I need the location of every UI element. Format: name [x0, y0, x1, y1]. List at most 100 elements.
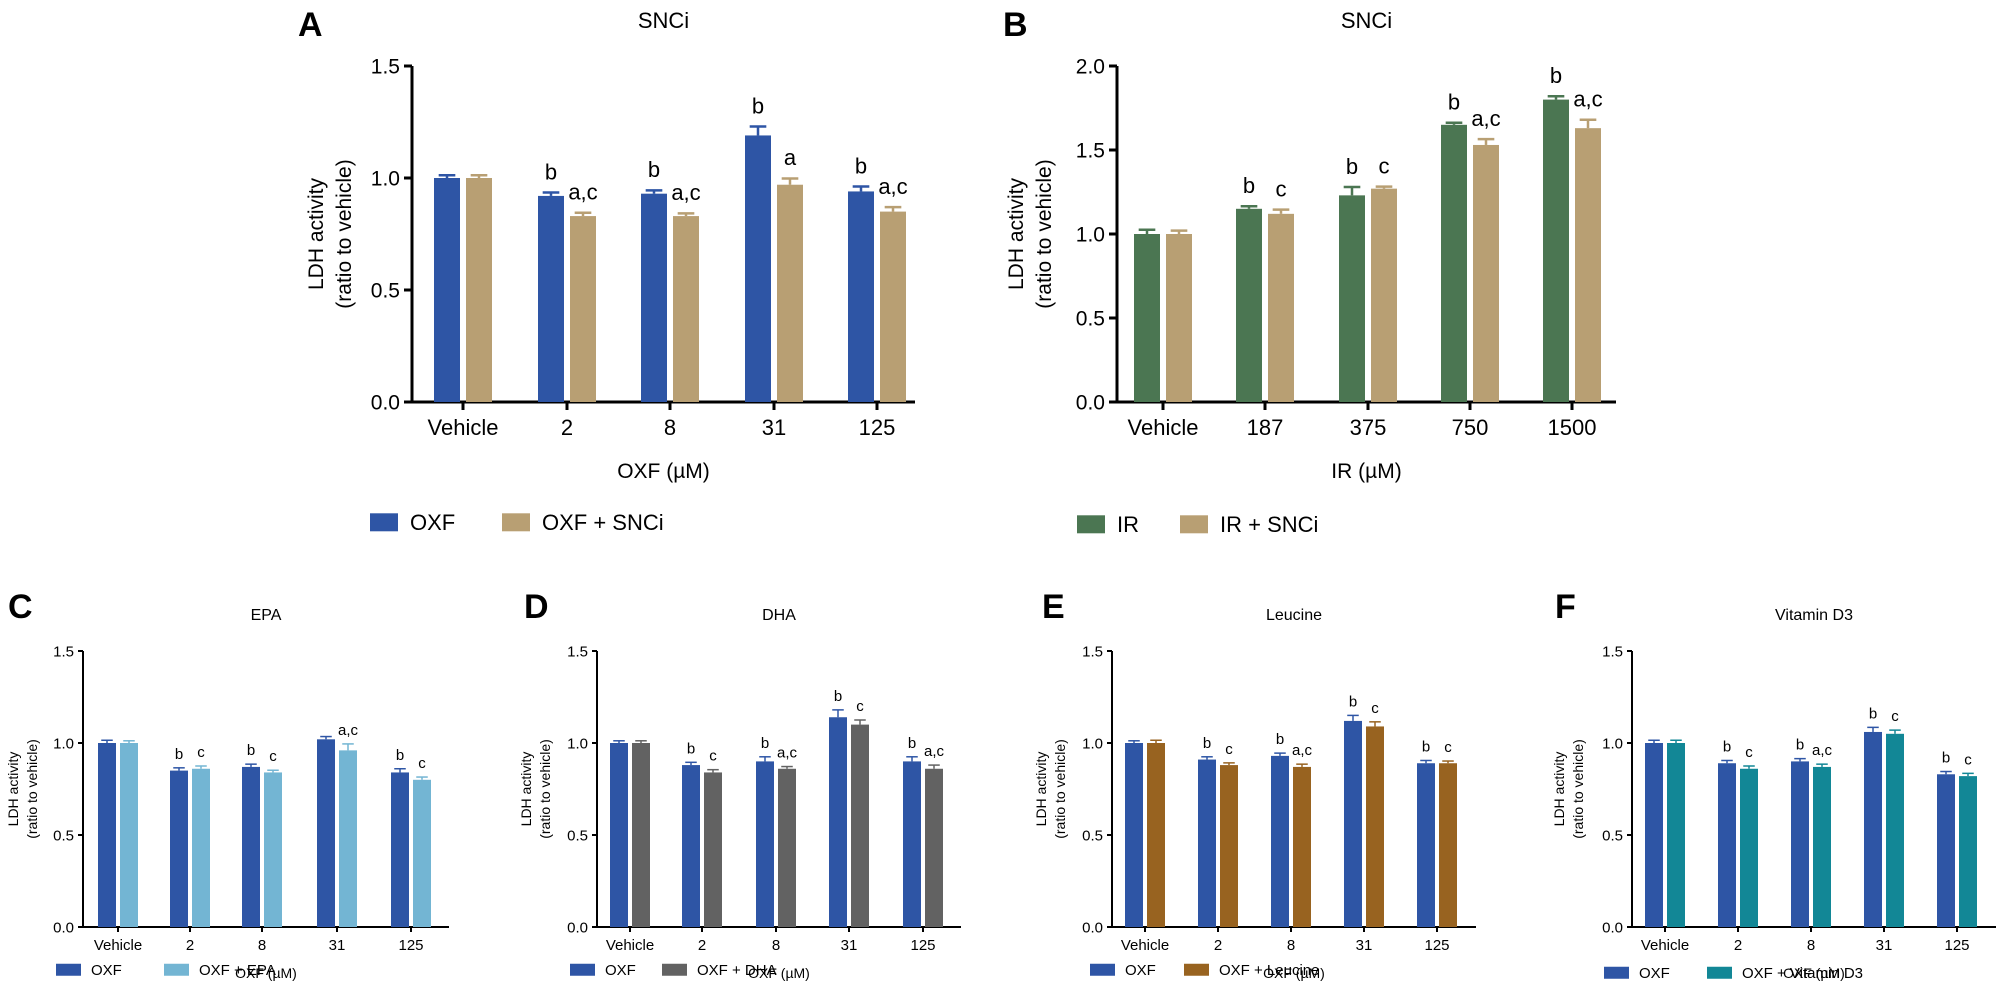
bar-series1 [745, 135, 771, 402]
error-bar [645, 189, 663, 194]
legend-swatch [1707, 966, 1732, 979]
chart-panel-b: B SNCi 0.0 0.5 1.0 1.5 2.0 LDH activity (ratio t… [1003, 6, 1616, 537]
significance-label: b [752, 93, 764, 118]
y-tick-label: 0.0 [1602, 919, 1623, 936]
y-tick-label: 0.0 [53, 919, 74, 936]
y-tick-label: 1.0 [1602, 735, 1623, 752]
bar-series1 [756, 761, 774, 927]
y-axis-title: LDH activity [1033, 752, 1049, 827]
y-axis-title: LDH activity [305, 177, 328, 290]
legend-swatch [1184, 963, 1209, 976]
bar-series2 [1268, 213, 1294, 402]
x-tick-label: 8 [664, 415, 676, 440]
x-tick-label: 2 [1734, 937, 1742, 954]
error-bar [394, 768, 406, 773]
error-bar [542, 191, 560, 196]
error-bar [749, 125, 767, 136]
panel-letter: A [298, 6, 323, 44]
y-tick-label: 2.0 [1076, 55, 1105, 78]
error-bar [123, 740, 135, 743]
significance-label: c [1371, 700, 1379, 717]
x-tick-label: 31 [1876, 937, 1893, 954]
legend-swatch [1180, 515, 1208, 534]
legend-label: OXF + Leucine [1219, 962, 1319, 979]
chart-title: EPA [251, 607, 282, 624]
bar-series1 [1344, 720, 1362, 927]
error-bar [781, 765, 793, 769]
x-tick-label: 187 [1247, 415, 1284, 440]
significance-label: c [1225, 741, 1233, 758]
bar-series2 [1813, 766, 1831, 927]
bar-series2 [1439, 763, 1457, 927]
error-bar [416, 776, 428, 780]
x-tick-label: 125 [910, 937, 935, 954]
legend-label: OXF + Vitamin D3 [1742, 965, 1863, 982]
significance-label: b [855, 153, 867, 178]
bar-series2 [1147, 743, 1165, 927]
significance-label: b [687, 740, 695, 757]
error-bar [1721, 759, 1733, 764]
bar-series2 [1371, 188, 1397, 402]
bar-series1 [903, 761, 921, 927]
y-tick-label: 0.5 [1602, 827, 1623, 844]
x-tick-label: 125 [398, 937, 423, 954]
x-tick-label: 2 [1214, 937, 1222, 954]
error-bar [1369, 721, 1381, 727]
bar-series1 [1543, 99, 1569, 402]
chart-title: Leucine [1266, 607, 1322, 624]
error-bar [1274, 752, 1286, 756]
legend-swatch [662, 963, 687, 976]
chart-title: Vitamin D3 [1775, 607, 1853, 624]
significance-label: b [761, 735, 769, 752]
significance-label: b [1276, 731, 1284, 748]
error-bar [854, 719, 866, 725]
legend-swatch [370, 513, 398, 532]
error-bar [906, 756, 918, 762]
significance-label: b [1243, 173, 1255, 198]
bar-series2 [851, 724, 869, 927]
significance-label: a,c [1812, 742, 1833, 759]
bar-series1 [434, 178, 460, 402]
bar-series2 [880, 211, 906, 402]
y-tick-label: 1.0 [371, 167, 400, 190]
bar-series1 [317, 739, 335, 927]
x-tick-label: 125 [859, 415, 896, 440]
y-tick-label: 0.0 [371, 391, 400, 414]
significance-label: c [418, 755, 426, 772]
significance-label: a,c [338, 722, 359, 739]
error-bar [781, 177, 799, 185]
chart-title: SNCi [1341, 8, 1392, 33]
error-bar [1794, 757, 1806, 762]
y-tick-label: 1.0 [1076, 223, 1105, 246]
error-bar [677, 212, 695, 217]
significance-label: c [1891, 708, 1899, 725]
error-bar [195, 765, 207, 769]
error-bar [1477, 137, 1495, 145]
significance-label: b [908, 735, 916, 752]
error-bar [707, 768, 719, 773]
y-tick-label: 0.0 [567, 919, 588, 936]
error-bar [342, 743, 354, 751]
error-bar [1150, 739, 1162, 743]
y-axis-title: LDH activity [1005, 177, 1028, 290]
x-tick-label: 31 [1356, 937, 1373, 954]
x-tick-label: 8 [1807, 937, 1815, 954]
error-bar [1579, 118, 1597, 129]
error-bar [1445, 121, 1463, 125]
bar-series1 [682, 765, 700, 927]
chart-panel-a: A SNCi 0.0 0.5 1.0 1.5 LDH activity (ratio to v… [298, 6, 915, 535]
y-axis-title: LDH activity [518, 752, 534, 827]
legend-label: OXF [91, 962, 122, 979]
significance-label: c [856, 698, 864, 715]
bar-series1 [1417, 763, 1435, 927]
error-bar [101, 739, 113, 743]
x-tick-label: 750 [1452, 415, 1489, 440]
x-tick-label: Vehicle [428, 415, 499, 440]
significance-label: c [1745, 744, 1753, 761]
panel-letter: D [524, 588, 549, 626]
x-tick-label: 1500 [1548, 415, 1597, 440]
y-tick-label: 1.0 [53, 735, 74, 752]
bar-series2 [1473, 144, 1499, 402]
x-tick-label: 2 [186, 937, 194, 954]
significance-label: a,c [671, 180, 700, 205]
